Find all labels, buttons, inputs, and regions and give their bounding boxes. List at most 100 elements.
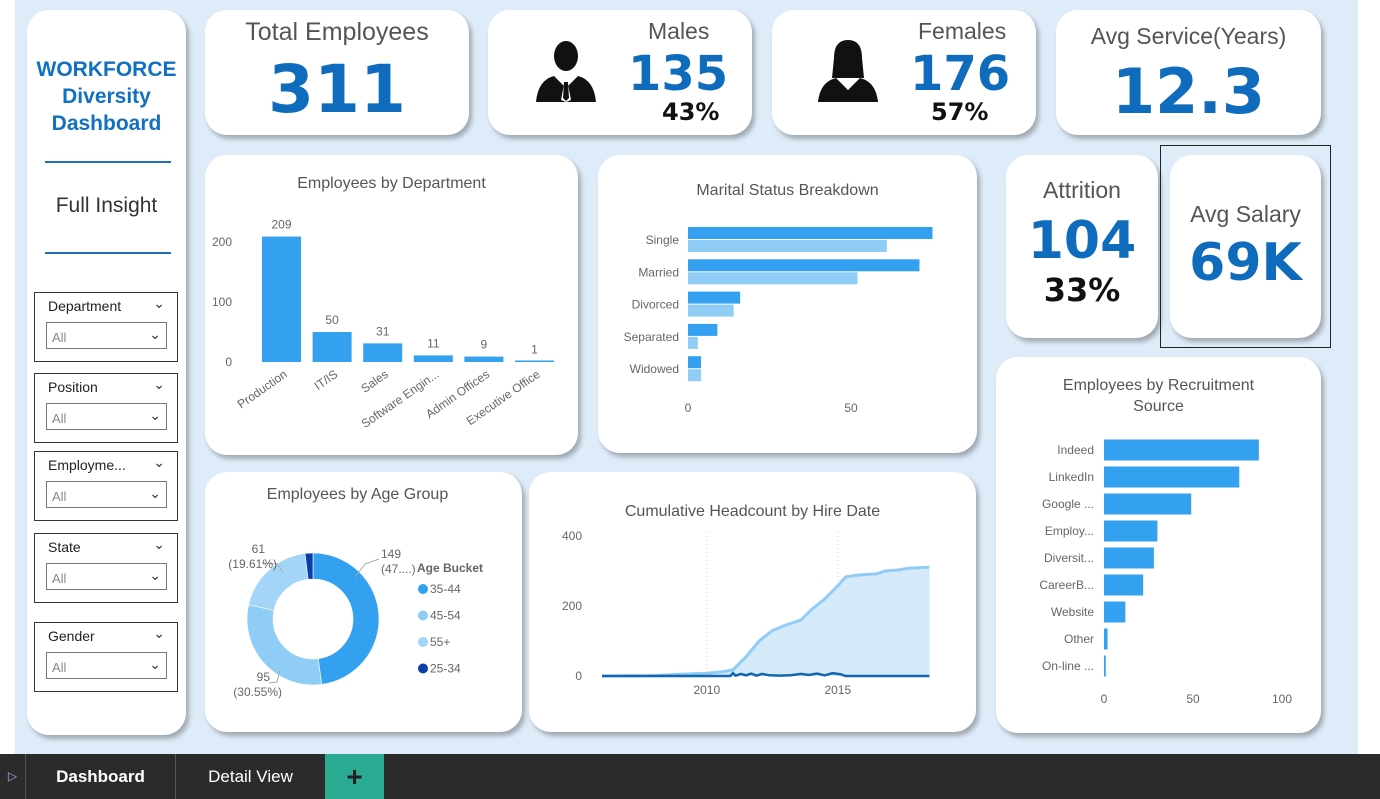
dropdown-value: All [52, 330, 67, 345]
hires-line [602, 671, 930, 678]
recruitment-chart: Employees by Recruitment Source Indeed Li… [996, 357, 1321, 733]
chevron-down-icon: ⌄ [149, 407, 161, 423]
kpi-value: 12.3 [1112, 55, 1265, 128]
chevron-down-icon: ⌄ [149, 326, 161, 342]
kpi-title: Avg Service(Years) [1090, 23, 1287, 49]
x-tick-label: IT/IS [312, 367, 341, 393]
y-tick-label: 0 [575, 669, 582, 683]
kpi-percent: 57% [931, 98, 989, 126]
chevron-down-icon[interactable]: ⌄ [153, 625, 165, 641]
bar [688, 291, 741, 304]
department-chart: Employees by Department 0 100 200 209 Produc… [205, 155, 578, 455]
chevron-down-icon[interactable]: ⌄ [153, 376, 165, 392]
legend-label: 25-34 [430, 662, 461, 676]
x-tick-label: 0 [685, 401, 692, 415]
slicer-position: Position ⌄ All ⌄ [34, 373, 178, 443]
add-page-button[interactable]: + [325, 754, 384, 799]
slicer-dropdown[interactable]: All ⌄ [46, 563, 167, 590]
y-tick-label: 0 [225, 355, 232, 369]
subtitle: Full Insight [55, 194, 158, 217]
bar [464, 356, 504, 362]
data-label: 61 [252, 542, 266, 556]
bar [688, 356, 702, 369]
data-label: 50 [325, 313, 339, 327]
slicer-dropdown[interactable]: All ⌄ [46, 481, 167, 508]
tab-detail-view[interactable]: Detail View [175, 754, 325, 799]
legend-label: 55+ [430, 635, 450, 649]
y-tick-label: Other [1064, 632, 1094, 646]
dropdown-value: All [52, 489, 67, 504]
bar [1104, 547, 1154, 569]
data-label: 9 [481, 338, 488, 352]
bar [688, 323, 718, 336]
chevron-down-icon: ⌄ [149, 567, 161, 583]
slicer-gender: Gender ⌄ All ⌄ [34, 622, 178, 692]
data-label: (19.61%) [228, 557, 277, 571]
data-label: 209 [271, 218, 291, 232]
dropdown-value: All [52, 411, 67, 426]
kpi-title: Females [918, 18, 1007, 44]
collapse-pane-icon[interactable]: ▷ [7, 769, 18, 783]
dashboard-title: WORKFORCE Diversity Dashboard [27, 56, 186, 137]
slicer-state: State ⌄ All ⌄ [34, 533, 178, 603]
bar [1104, 439, 1259, 461]
data-label: 11 [427, 336, 440, 350]
kpi-value: 135 [628, 46, 729, 102]
kpi-total-employees: Total Employees 311 [205, 10, 469, 135]
data-label: 1 [531, 342, 538, 356]
bar [1104, 574, 1144, 596]
page-tab-bar: ▷ Dashboard Detail View + [0, 754, 1380, 799]
selection-outline [1160, 145, 1331, 348]
kpi-title: Total Employees [245, 18, 429, 46]
chart-title: Marital Status Breakdown [696, 182, 879, 199]
slicer-label: State [48, 539, 81, 555]
slicer-dropdown[interactable]: All ⌄ [46, 652, 167, 679]
x-tick-label: Production [235, 367, 290, 411]
data-label: 31 [376, 324, 390, 338]
chevron-down-icon[interactable]: ⌄ [153, 536, 165, 552]
x-tick-label: 0 [1101, 692, 1108, 706]
bar [688, 227, 933, 239]
dropdown-value: All [52, 571, 67, 586]
leader-line [268, 669, 281, 684]
legend-marker [418, 637, 428, 647]
marital-chart: Marital Status Breakdown Single Married Di… [598, 155, 977, 453]
chart-title: Employees by Age Group [266, 486, 449, 503]
chevron-down-icon[interactable]: ⌄ [153, 454, 165, 470]
y-tick-label: Google ... [1042, 497, 1094, 511]
bar [363, 343, 403, 362]
y-tick-label: Employ... [1045, 524, 1094, 538]
legend-label: 35-44 [430, 582, 461, 596]
male-person-icon [536, 41, 596, 102]
bar [413, 355, 453, 362]
divider [45, 252, 171, 254]
bar [1104, 520, 1158, 542]
kpi-males: Males 135 43% [488, 10, 752, 135]
bar [688, 240, 887, 252]
kpi-females: Females 176 57% [772, 10, 1036, 135]
kpi-avg-salary[interactable]: Avg Salary 69K [1170, 155, 1321, 338]
tab-dashboard[interactable]: Dashboard [25, 754, 175, 799]
kpi-value: 311 [268, 51, 406, 128]
slicer-employme: Employme... ⌄ All ⌄ [34, 451, 178, 521]
female-person-icon [818, 40, 878, 102]
bar [1104, 601, 1126, 623]
chart-title: Employees by Department [297, 175, 486, 192]
slicer-label: Position [48, 379, 98, 395]
bar [688, 272, 858, 285]
legend-marker [418, 584, 428, 594]
legend-label: 45-54 [430, 609, 461, 623]
slicer-dropdown[interactable]: All ⌄ [46, 322, 167, 349]
slicer-department: Department ⌄ All ⌄ [34, 292, 178, 362]
slicer-dropdown[interactable]: All ⌄ [46, 403, 167, 430]
y-tick-label: Married [638, 265, 679, 279]
y-tick-label: 200 [212, 235, 232, 249]
bar [515, 360, 554, 362]
bar [1104, 466, 1240, 488]
chart-title: Employees by Recruitment Source [1062, 377, 1255, 415]
kpi-value: 176 [910, 46, 1011, 102]
chevron-down-icon[interactable]: ⌄ [153, 295, 165, 311]
x-tick-label: 100 [1272, 692, 1292, 706]
slicer-label: Employme... [48, 457, 126, 473]
hire-date-chart: Cumulative Headcount by Hire Date 2010 20… [529, 472, 976, 732]
